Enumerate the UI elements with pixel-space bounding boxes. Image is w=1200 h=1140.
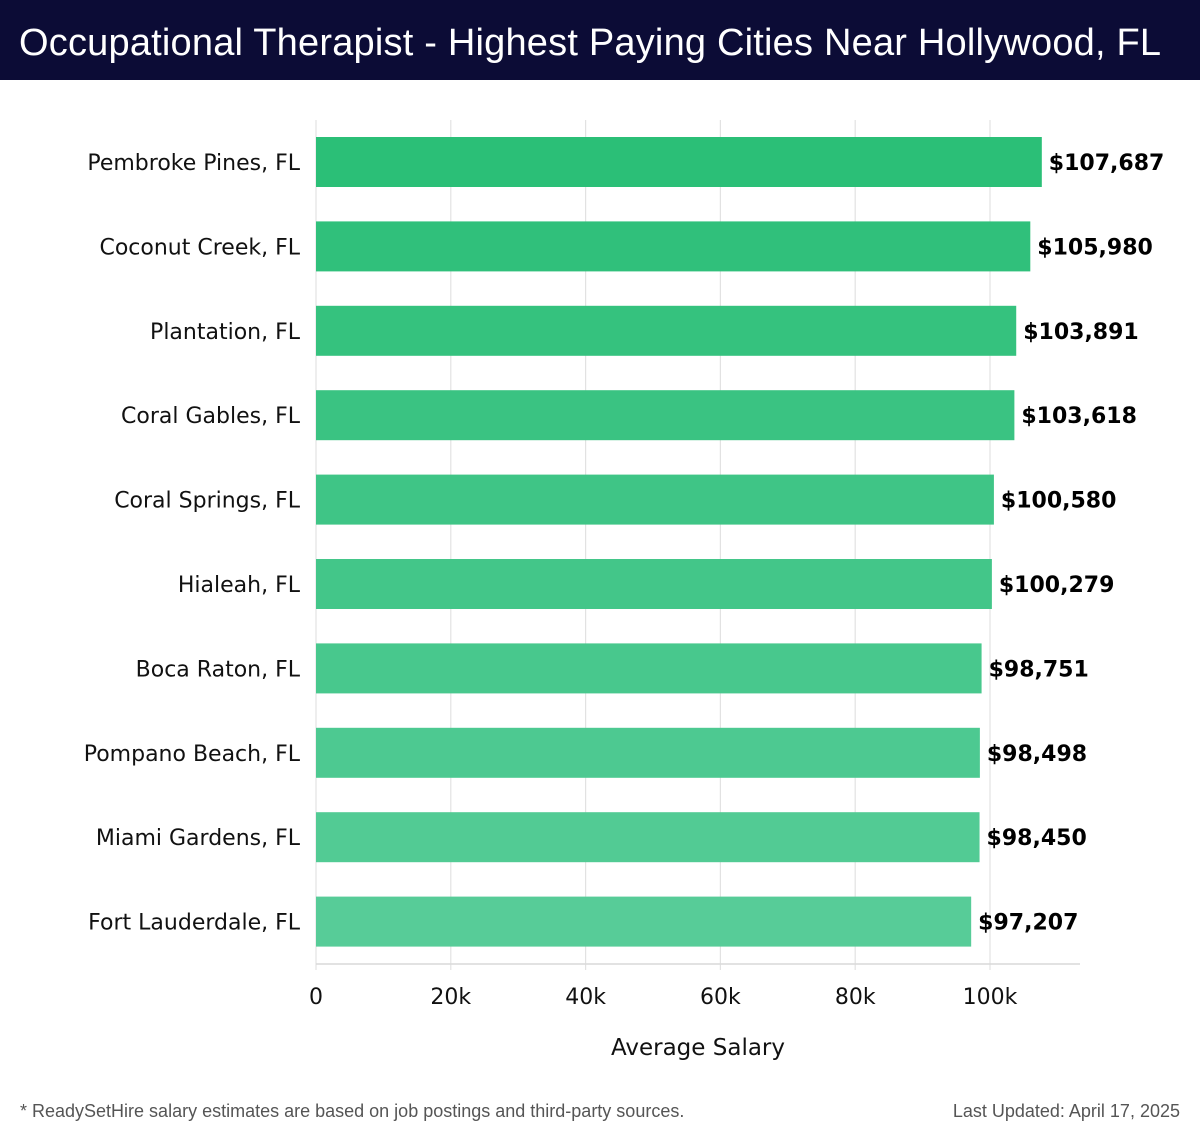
category-label: Coral Gables, FL bbox=[121, 404, 301, 429]
footer-note: * ReadySetHire salary estimates are base… bbox=[20, 1101, 685, 1121]
x-axis-label: Average Salary bbox=[611, 1035, 785, 1061]
category-label: Plantation, FL bbox=[150, 320, 301, 345]
category-label: Coral Springs, FL bbox=[114, 489, 301, 514]
bar bbox=[316, 896, 972, 947]
x-tick-label: 80k bbox=[835, 985, 876, 1010]
bar bbox=[316, 221, 1031, 272]
value-label: $100,580 bbox=[1001, 489, 1117, 514]
value-label: $97,207 bbox=[978, 911, 1078, 936]
bar bbox=[316, 137, 1042, 187]
bar bbox=[316, 812, 980, 863]
value-label: $103,618 bbox=[1021, 404, 1137, 429]
category-label: Pompano Beach, FL bbox=[84, 742, 301, 767]
bar bbox=[316, 727, 980, 778]
value-label: $100,279 bbox=[999, 573, 1115, 598]
category-label: Hialeah, FL bbox=[178, 573, 301, 598]
bar bbox=[316, 559, 992, 609]
value-label: $98,498 bbox=[987, 742, 1087, 767]
value-label: $105,980 bbox=[1037, 235, 1153, 260]
x-axis: 0 20k 40k 60k 80k 100k bbox=[309, 963, 1080, 1010]
value-label: $98,450 bbox=[987, 826, 1087, 851]
bar bbox=[316, 305, 1017, 356]
category-label: Fort Lauderdale, FL bbox=[88, 911, 301, 936]
x-tick-label: 20k bbox=[430, 985, 471, 1010]
value-labels: $107,687 $105,980 $103,891 $103,618 $100,580… bbox=[978, 151, 1164, 936]
chart-header: Occupational Therapist - Highest Paying … bbox=[0, 0, 1200, 80]
x-tick-label: 0 bbox=[309, 985, 323, 1010]
last-updated: Last Updated: April 17, 2025 bbox=[952, 1101, 1180, 1121]
bar bbox=[316, 643, 982, 694]
category-label: Boca Raton, FL bbox=[136, 657, 301, 682]
value-label: $103,891 bbox=[1023, 320, 1139, 345]
x-tick-label: 40k bbox=[565, 985, 606, 1010]
category-label: Pembroke Pines, FL bbox=[87, 151, 300, 176]
category-label: Coconut Creek, FL bbox=[99, 235, 300, 260]
category-labels: Pembroke Pines, FL Coconut Creek, FL Plant… bbox=[84, 151, 301, 936]
value-label: $98,751 bbox=[989, 657, 1089, 682]
category-label: Miami Gardens, FL bbox=[96, 826, 301, 851]
bar bbox=[316, 390, 1015, 441]
value-label: $107,687 bbox=[1049, 151, 1165, 176]
bars bbox=[316, 137, 1042, 947]
salary-bar-chart: Pembroke Pines, FL Coconut Creek, FL Plant… bbox=[84, 120, 1164, 1061]
x-tick-label: 100k bbox=[963, 985, 1018, 1010]
bar bbox=[316, 474, 994, 525]
chart-title: Occupational Therapist - Highest Paying … bbox=[19, 22, 1162, 64]
x-tick-label: 60k bbox=[700, 985, 741, 1010]
